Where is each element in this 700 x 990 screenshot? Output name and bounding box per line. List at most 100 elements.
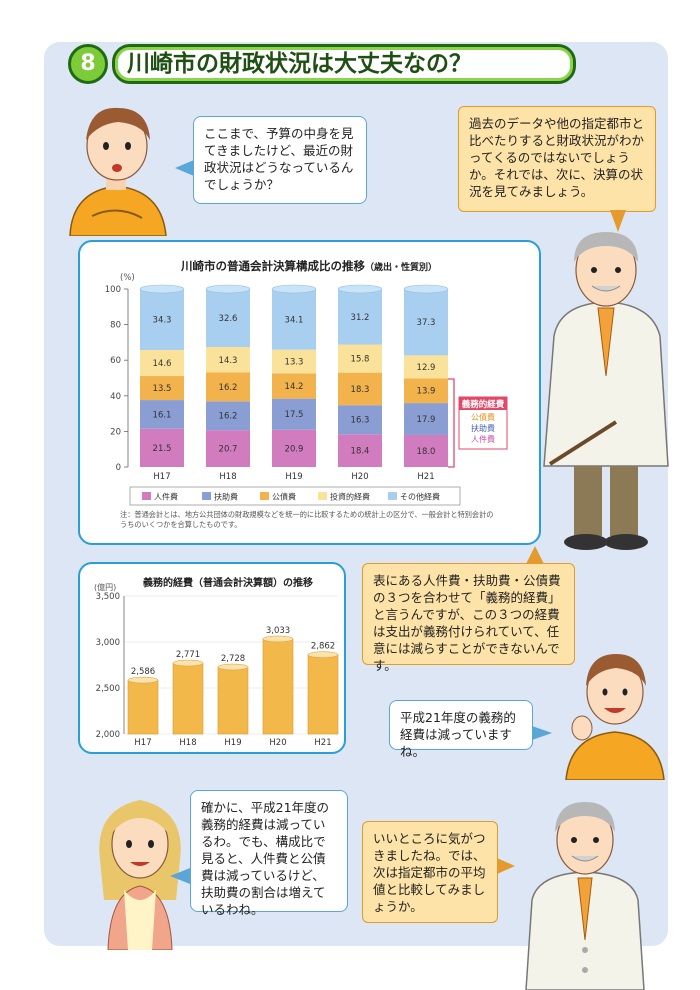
legend-label: 扶助費 [214, 492, 238, 502]
legend-swatch [388, 492, 397, 500]
bubble-tail [170, 868, 190, 884]
bar-cap [307, 651, 339, 658]
bar-segment [206, 401, 250, 431]
data-label: 14.2 [285, 382, 304, 392]
bar-cap [271, 284, 317, 294]
x-tick-label: H19 [285, 472, 302, 482]
y-tick-label: 2,500 [96, 684, 120, 694]
x-tick-label: H20 [351, 472, 368, 482]
x-tick-label: H21 [314, 738, 331, 748]
section-number-badge: 8 [68, 44, 108, 84]
bracket-title: 義務的経費 [462, 399, 505, 410]
legend-label: 人件費 [154, 492, 178, 502]
data-label: 13.9 [417, 387, 436, 397]
data-label: 17.9 [417, 415, 436, 425]
professor-speech-bubble-3: いいところに気がつきましたね。では、次は指定都市の平均値と比較してみましょうか。 [362, 821, 498, 923]
bar [127, 679, 159, 735]
bracket-item-fujo: 扶助費 [471, 423, 495, 433]
y-tick-label: 3,500 [96, 592, 120, 602]
chart1-title: 川崎市の普通会計決算構成比の推移 [180, 259, 365, 273]
x-tick-label: H21 [417, 472, 434, 482]
bar-segment [338, 405, 382, 435]
bar-cap [262, 635, 294, 643]
bar-segment [272, 349, 316, 374]
bar-cap [337, 284, 383, 294]
data-label: 37.3 [417, 318, 436, 328]
data-label: 13.5 [153, 384, 172, 394]
chart2-y-axis: 2,000 2,500 3,000 3,500 [96, 592, 338, 740]
bar-segment [140, 400, 184, 429]
bracket-item-jinken: 人件費 [471, 434, 495, 444]
legend-label: 公債費 [272, 492, 296, 502]
bar-segment [206, 347, 250, 373]
bar-segment [338, 344, 382, 373]
bar-segment [272, 373, 316, 399]
bubble-tail [497, 858, 515, 874]
y-tick-label: 80 [110, 321, 121, 331]
x-tick-label: H17 [153, 472, 170, 482]
data-label: 21.5 [153, 444, 172, 454]
data-label: 18.4 [351, 447, 370, 457]
bar-cap [139, 284, 185, 294]
x-tick-label: H18 [179, 738, 196, 748]
x-tick-label: H17 [134, 738, 151, 748]
bar-segment [140, 350, 184, 377]
y-tick-label: 40 [110, 392, 121, 402]
bracket-item-kousai: 公債費 [471, 412, 495, 422]
professor-speech-text-3: いいところに気がつきましたね。では、次は指定都市の平均値と比較してみましょうか。 [373, 831, 486, 914]
professor-speech-bubble-2: 表にある人件費・扶助費・公債費の３つを合わせて「義務的経費」と言うんですが、この… [362, 563, 575, 673]
data-label: 3,033 [266, 626, 290, 636]
x-tick-label: H20 [269, 738, 286, 748]
bar-segment [206, 289, 250, 348]
data-label: 2,728 [221, 654, 245, 664]
bar-segment [404, 403, 448, 435]
bar-segment [140, 376, 184, 401]
boy-speech-text-1: ここまで、予算の中身を見てきましたけど、最近の財政状況はどうなっているんでしょう… [204, 126, 354, 192]
bubble-tail [526, 546, 544, 564]
bar-cap [127, 676, 159, 684]
chart1-bracket: 義務的経費 公債費 扶助費 人件費 [448, 378, 508, 468]
bar-segment [140, 289, 184, 351]
page-title: 川崎市の財政状況は大丈夫なの？ [112, 44, 576, 84]
legend-swatch [260, 492, 269, 500]
chart1-unit-label: (%) [120, 273, 135, 283]
professor-illustration [543, 232, 669, 550]
boy-speech-bubble-1: ここまで、予算の中身を見てきましたけど、最近の財政状況はどうなっているんでしょう… [193, 116, 367, 204]
legend-swatch [142, 492, 151, 500]
chart2-bars: 2,586 H17 2,771 H18 2,728 H19 3,033 H20 2,862 H21 [127, 626, 339, 748]
boy-thumbs-up-illustration [565, 654, 665, 780]
bar-segment [404, 289, 448, 356]
professor-speech-text-2: 表にある人件費・扶助費・公債費の３つを合わせて「義務的経費」と言うんですが、この… [373, 573, 561, 673]
professor-speech-text-1: 過去のデータや他の指定都市と比べたりすると財政状況がわかってくるのではないでしょ… [469, 116, 645, 199]
chart1-subtitle: （歳出・性質別） [365, 261, 437, 273]
y-tick-label: 3,000 [96, 638, 120, 648]
bar-segment [206, 372, 250, 402]
data-label: 16.2 [219, 383, 238, 393]
legend-swatch [318, 492, 327, 500]
data-label: 2,771 [176, 650, 200, 660]
boy-illustration [69, 107, 167, 236]
bar-cap [403, 284, 449, 294]
data-label: 20.9 [285, 444, 304, 454]
chart1-legend: 人件費 扶助費 公債費 投資的経費 その他経費 [129, 486, 461, 506]
composition-chart-box: 川崎市の普通会計決算構成比の推移（歳出・性質別） (%) 0 20 40 60 80 10… [78, 240, 541, 545]
legend-label: その他経費 [400, 492, 440, 502]
professor-speech-bubble-1: 過去のデータや他の指定都市と比べたりすると財政状況がわかってくるのではないでしょ… [458, 106, 656, 212]
data-label: 16.2 [219, 412, 238, 422]
bar-segment [338, 289, 382, 345]
bar-segment [338, 372, 382, 406]
data-label: 14.6 [153, 359, 172, 369]
chart1-x-labels: H17 H18 H19 H20 H21 [153, 472, 434, 482]
x-tick-label: H19 [224, 738, 241, 748]
y-tick-label: 2,000 [96, 730, 120, 740]
bar-segment [272, 398, 316, 430]
x-tick-label: H18 [219, 472, 236, 482]
woman-illustration [99, 800, 181, 950]
bubble-tail [175, 160, 194, 176]
bar [217, 666, 249, 735]
data-label: 18.0 [417, 447, 436, 457]
mandatory-expense-chart: 義務的経費（普通会計決算額）の推移 (億円) 2,000 2,500 3,000 3,… [94, 576, 339, 748]
bar-segment [140, 428, 184, 467]
bar-segment [404, 378, 448, 404]
y-tick-label: 60 [110, 356, 121, 366]
